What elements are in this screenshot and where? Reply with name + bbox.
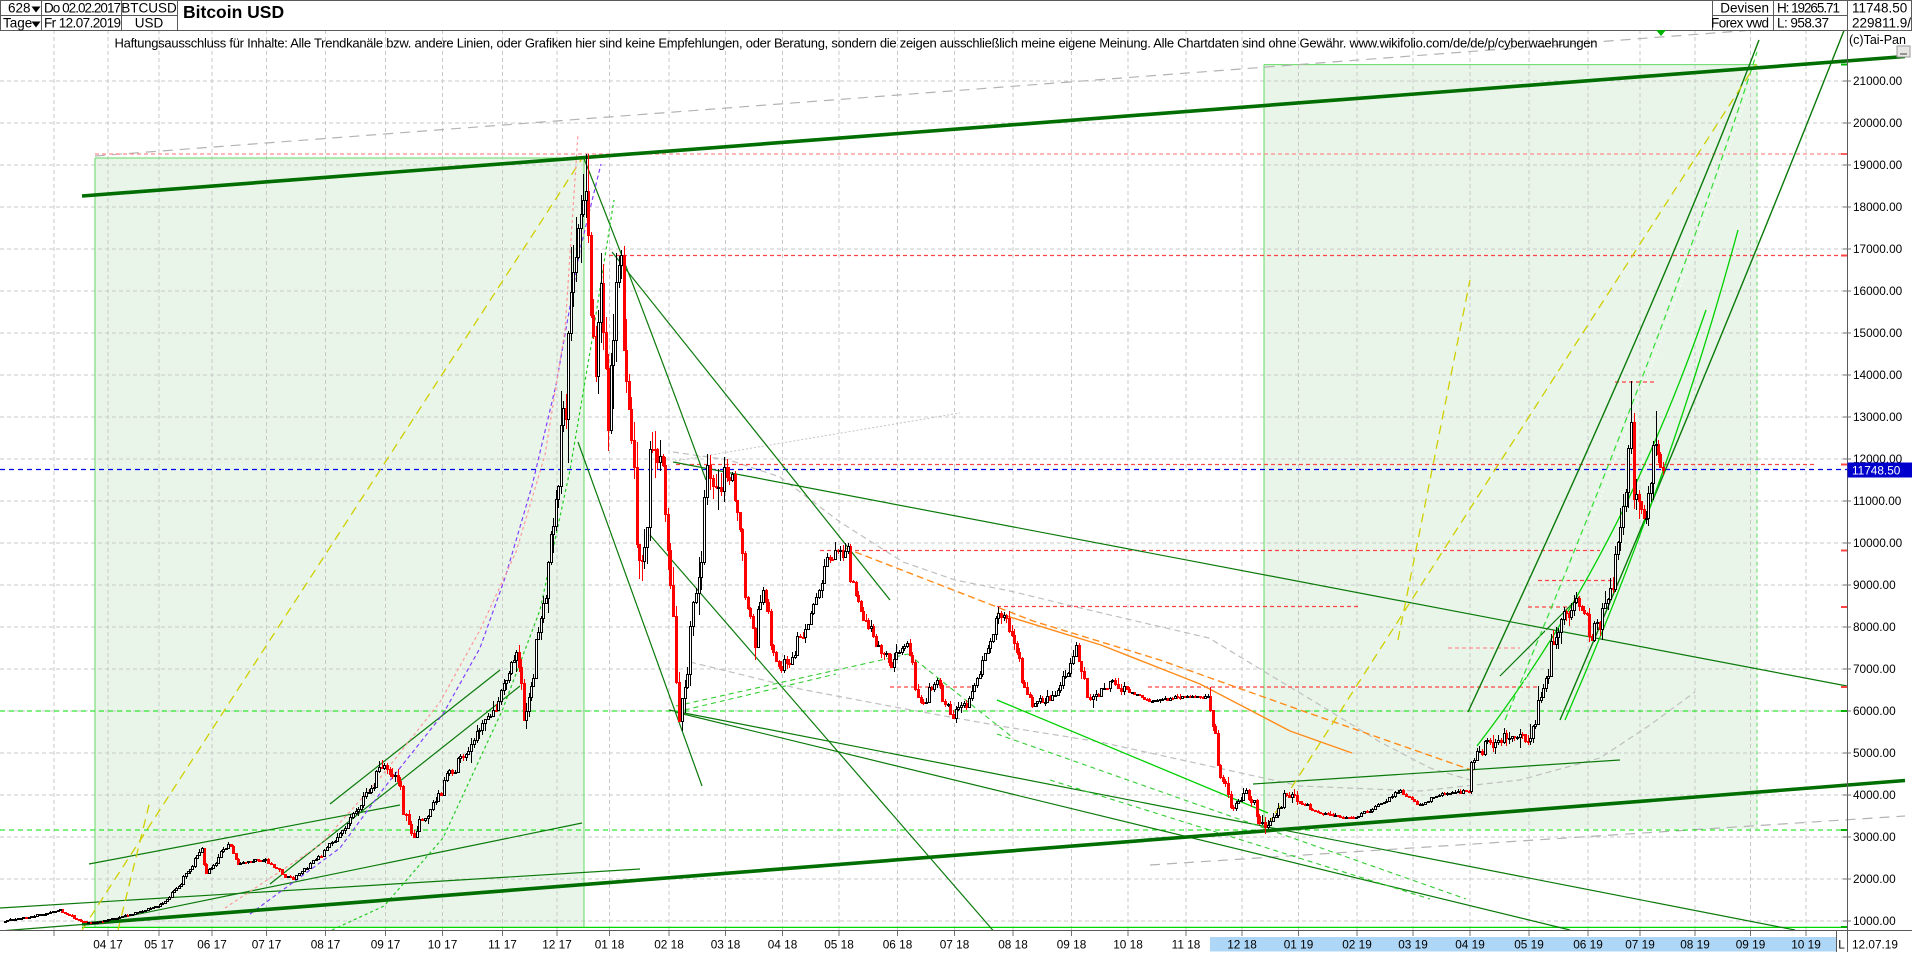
svg-text:Do 02.02.2017: Do 02.02.2017	[44, 1, 121, 16]
svg-text:07 17: 07 17	[252, 938, 282, 952]
svg-text:10 17: 10 17	[428, 938, 458, 952]
svg-text:01 19: 01 19	[1284, 938, 1314, 952]
svg-text:628: 628	[8, 1, 31, 16]
svg-text:H: 19265.71: H: 19265.71	[1777, 1, 1840, 16]
svg-text:07 19: 07 19	[1625, 938, 1655, 952]
svg-text:12.07.19: 12.07.19	[1852, 938, 1898, 952]
svg-text:4000.00: 4000.00	[1853, 788, 1896, 802]
svg-text:Fr 12.07.2019: Fr 12.07.2019	[44, 16, 121, 31]
svg-text:Bitcoin USD: Bitcoin USD	[183, 2, 284, 22]
svg-text:229811.9/: 229811.9/	[1852, 16, 1911, 31]
svg-text:08 18: 08 18	[998, 938, 1028, 952]
svg-text:04 19: 04 19	[1455, 938, 1485, 952]
svg-text:11000.00: 11000.00	[1853, 494, 1902, 508]
svg-text:15000.00: 15000.00	[1853, 326, 1903, 340]
svg-text:08 17: 08 17	[311, 938, 341, 952]
svg-text:02 19: 02 19	[1342, 938, 1372, 952]
svg-text:1000.00: 1000.00	[1853, 914, 1896, 928]
svg-text:04 18: 04 18	[768, 938, 798, 952]
svg-text:04 17: 04 17	[93, 938, 123, 952]
svg-text:17000.00: 17000.00	[1853, 242, 1903, 256]
svg-text:20000.00: 20000.00	[1853, 116, 1903, 130]
svg-text:09 17: 09 17	[371, 938, 401, 952]
svg-text:05 17: 05 17	[144, 938, 174, 952]
svg-text:12 18: 12 18	[1227, 938, 1257, 952]
svg-text:05 19: 05 19	[1514, 938, 1544, 952]
svg-text:6000.00: 6000.00	[1853, 704, 1896, 718]
svg-text:05 18: 05 18	[824, 938, 854, 952]
svg-text:01 18: 01 18	[595, 938, 625, 952]
svg-text:3000.00: 3000.00	[1853, 830, 1896, 844]
svg-text:14000.00: 14000.00	[1853, 368, 1903, 382]
svg-text:USD: USD	[135, 16, 164, 31]
svg-text:21000.00: 21000.00	[1853, 74, 1903, 88]
svg-text:Forex vwd: Forex vwd	[1711, 16, 1769, 31]
svg-text:09 19: 09 19	[1736, 938, 1766, 952]
svg-text:19000.00: 19000.00	[1853, 158, 1903, 172]
svg-text:16000.00: 16000.00	[1853, 284, 1903, 298]
svg-text:L: L	[1838, 938, 1845, 952]
svg-text:(c)Tai-Pan: (c)Tai-Pan	[1849, 33, 1906, 47]
svg-text:18000.00: 18000.00	[1853, 200, 1903, 214]
svg-text:L: 958.37: L: 958.37	[1777, 16, 1829, 31]
svg-text:11 18: 11 18	[1172, 938, 1201, 952]
svg-text:7000.00: 7000.00	[1853, 662, 1896, 676]
svg-text:06 18: 06 18	[883, 938, 913, 952]
svg-text:06 17: 06 17	[197, 938, 227, 952]
svg-text:11748.50: 11748.50	[1852, 1, 1907, 16]
svg-text:06 19: 06 19	[1573, 938, 1603, 952]
svg-text:11748.50: 11748.50	[1852, 464, 1901, 478]
svg-text:Tage: Tage	[3, 16, 32, 31]
svg-text:13000.00: 13000.00	[1853, 410, 1903, 424]
svg-text:10 18: 10 18	[1113, 938, 1143, 952]
svg-text:5000.00: 5000.00	[1853, 746, 1896, 760]
svg-text:Devisen: Devisen	[1720, 1, 1769, 16]
svg-text:Haftungsausschluss für Inhalte: Haftungsausschluss für Inhalte: Alle Tre…	[115, 36, 1598, 51]
svg-text:10000.00: 10000.00	[1853, 536, 1903, 550]
svg-text:02 18: 02 18	[654, 938, 684, 952]
svg-text:03 19: 03 19	[1398, 938, 1428, 952]
svg-text:03 18: 03 18	[711, 938, 741, 952]
svg-text:07 18: 07 18	[940, 938, 970, 952]
svg-text:09 18: 09 18	[1057, 938, 1087, 952]
svg-text:12 17: 12 17	[542, 938, 572, 952]
svg-text:10 19: 10 19	[1791, 938, 1821, 952]
svg-text:BTCUSD: BTCUSD	[121, 1, 177, 16]
svg-text:8000.00: 8000.00	[1853, 620, 1896, 634]
svg-text:11 17: 11 17	[488, 938, 517, 952]
svg-text:2000.00: 2000.00	[1853, 872, 1896, 886]
svg-text:9000.00: 9000.00	[1853, 578, 1896, 592]
svg-text:08 19: 08 19	[1680, 938, 1710, 952]
